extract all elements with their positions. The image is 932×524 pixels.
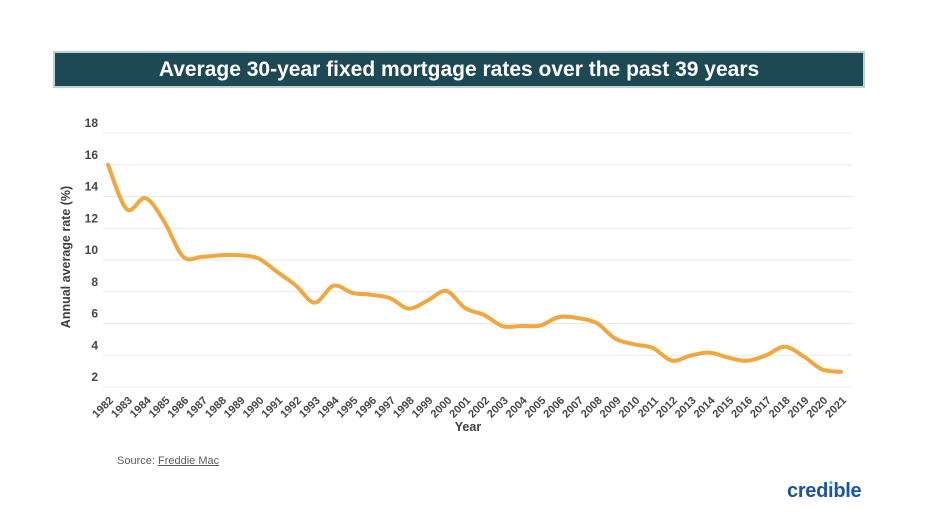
y-tick-label: 2 [91,370,98,384]
y-tick-label: 14 [85,180,99,194]
y-tick-label: 6 [91,307,98,321]
mortgage-rate-line [106,162,843,374]
y-tick-label: 18 [85,116,99,130]
source-label: Source: [117,455,155,467]
chart-title-bar: Average 30-year fixed mortgage rates ove… [53,51,865,88]
source-link[interactable]: Freddie Mac [157,455,220,467]
y-tick-label: 10 [85,243,99,257]
credible-logo: credıble [787,480,862,502]
chart-title: Average 30-year fixed mortgage rates ove… [158,57,760,81]
y-tick-label: 8 [91,275,98,289]
x-tick-label: 2021 [823,395,849,421]
logo-i-dot: ı [828,480,834,502]
y-tick-label: 16 [85,148,99,162]
x-axis-title: Year [454,420,482,434]
source-note: Source: Freddie Mac [117,455,219,467]
y-tick-label: 12 [85,211,99,225]
y-tick-label: 4 [91,338,98,352]
